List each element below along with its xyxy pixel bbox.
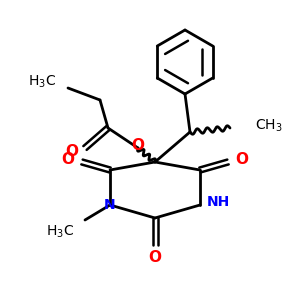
Text: H$_3$C: H$_3$C <box>46 224 74 240</box>
Text: O: O <box>65 145 79 160</box>
Text: NH: NH <box>207 195 230 209</box>
Text: O: O <box>148 250 161 266</box>
Text: CH$_3$: CH$_3$ <box>255 118 283 134</box>
Text: O: O <box>236 152 248 167</box>
Text: O: O <box>131 137 145 152</box>
Text: N: N <box>104 198 116 212</box>
Text: H$_3$C: H$_3$C <box>28 74 56 90</box>
Text: O: O <box>61 152 74 167</box>
